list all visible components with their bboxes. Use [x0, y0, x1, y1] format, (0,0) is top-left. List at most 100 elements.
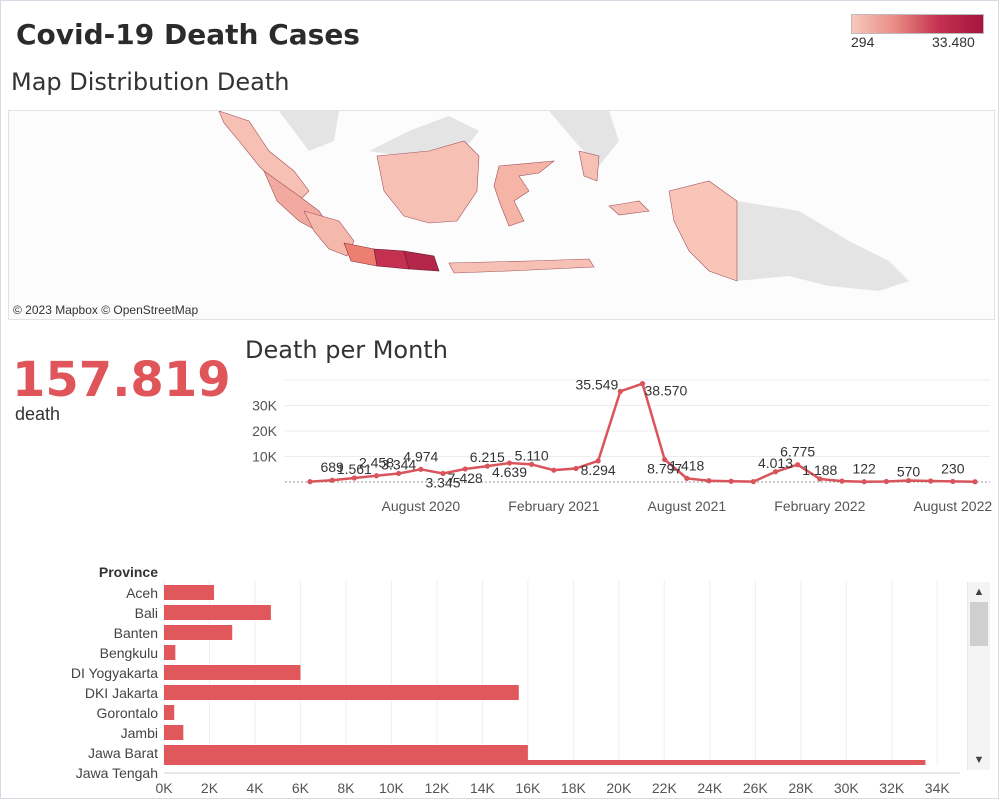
data-point: [440, 470, 446, 477]
data-label: 689: [320, 459, 344, 475]
x-tick-label: 8K: [337, 780, 355, 796]
data-point: [506, 460, 513, 466]
data-label: 35.549: [576, 376, 619, 392]
bar: [164, 685, 519, 700]
land-malaysia: [279, 111, 339, 151]
data-point: [706, 478, 712, 484]
category-label: DI Yogyakarta: [71, 665, 158, 681]
x-tick-label: February 2022: [774, 498, 865, 514]
data-label: 1.418: [669, 457, 704, 473]
bar: [164, 725, 184, 740]
data-label: 2.458: [359, 455, 394, 471]
data-point: [462, 466, 468, 472]
color-legend: [851, 14, 984, 34]
data-label: 5.110: [515, 447, 549, 463]
category-label: Banten: [114, 625, 158, 641]
bar: [164, 705, 175, 720]
x-tick-label: 34K: [925, 780, 951, 796]
bar: [164, 645, 176, 660]
x-tick-label: 18K: [561, 780, 587, 796]
bar: [164, 585, 215, 600]
data-point: [861, 479, 867, 485]
category-label: Jambi: [121, 725, 158, 741]
land-philippines: [549, 111, 619, 166]
data-label: 7.428: [448, 470, 483, 486]
data-label: 6.775: [780, 444, 815, 460]
data-point: [750, 479, 756, 485]
y-tick-label: 10K: [252, 449, 278, 465]
total-deaths-label: death: [15, 404, 61, 424]
axis-title-province: Province: [99, 564, 158, 580]
x-tick-label: February 2021: [508, 498, 599, 514]
data-point: [617, 388, 623, 394]
scrollbar-thumb[interactable]: [970, 602, 988, 646]
x-tick-label: August 2021: [648, 498, 727, 514]
data-label: 122: [852, 461, 876, 477]
data-label: 1.188: [802, 462, 837, 478]
x-tick-label: 14K: [470, 780, 496, 796]
x-tick-label: August 2022: [914, 498, 993, 514]
data-point: [639, 381, 646, 387]
category-label: Aceh: [126, 585, 158, 601]
category-label: DKI Jakarta: [85, 685, 158, 701]
bar: [164, 665, 301, 680]
data-label: 570: [897, 464, 921, 480]
x-tick-label: 32K: [879, 780, 905, 796]
data-label: 4.013: [758, 455, 793, 471]
data-label: 1.561: [337, 461, 372, 477]
region-java-central: [373, 248, 410, 270]
land-png: [737, 201, 909, 291]
x-tick-label: 24K: [697, 780, 723, 796]
region-papua: [668, 180, 738, 282]
x-tick-label: 16K: [515, 780, 541, 796]
data-point: [307, 479, 313, 485]
x-tick-label: 4K: [246, 780, 264, 796]
region-sumatra-south: [303, 210, 355, 257]
chevron-up-icon[interactable]: ▲: [973, 586, 985, 598]
x-tick-label: 12K: [424, 780, 450, 796]
data-label: 3.344: [381, 456, 416, 472]
x-tick-label: 20K: [606, 780, 632, 796]
death-per-month-chart[interactable]: 10K 20K 30K August 2020 February 2021 August …: [240, 372, 995, 522]
data-point: [484, 463, 490, 469]
category-label: Jawa Tengah: [76, 765, 158, 781]
chevron-down-icon[interactable]: ▼: [973, 754, 985, 766]
data-point: [551, 467, 557, 473]
map-title: Map Distribution Death: [11, 68, 290, 96]
total-deaths-value: 157.819: [12, 352, 231, 408]
data-label: 6.215: [470, 449, 505, 465]
region-java-west: [343, 242, 378, 267]
x-tick-label: 22K: [652, 780, 678, 796]
region-java-east: [403, 250, 440, 272]
indonesia-map[interactable]: © 2023 Mapbox © OpenStreetMap: [8, 110, 995, 320]
data-point: [972, 479, 978, 485]
data-point: [795, 462, 801, 468]
bar: [164, 605, 271, 620]
x-tick-label: August 2020: [382, 498, 461, 514]
map-canvas[interactable]: [9, 111, 994, 319]
data-point: [883, 478, 889, 485]
data-label: 230: [941, 460, 965, 476]
data-point: [329, 477, 335, 483]
data-point: [573, 465, 579, 472]
data-point: [839, 478, 845, 484]
province-scrollbar[interactable]: ▲ ▼: [967, 582, 990, 770]
region-maluku: [578, 150, 650, 216]
region-kalimantan: [376, 140, 480, 224]
data-label: 38.570: [645, 383, 688, 399]
map-attribution[interactable]: © 2023 Mapbox © OpenStreetMap: [13, 303, 199, 317]
data-point: [595, 458, 601, 464]
data-label: 3.345: [425, 474, 460, 490]
bar: [164, 745, 528, 760]
region-nusa-tenggara: [448, 258, 595, 274]
data-point: [728, 478, 734, 484]
data-point: [396, 470, 402, 477]
category-label: Bali: [135, 605, 158, 621]
data-point: [418, 466, 424, 472]
province-bar-chart[interactable]: 0K 2K 4K 6K 8K 10K 12K 14K 16K 18K 20K 22K 24K 26K 28K…: [40, 560, 970, 799]
legend-min-label: 294: [851, 34, 875, 50]
y-tick-label: 30K: [252, 398, 278, 414]
bar: [164, 760, 926, 765]
category-label: Gorontalo: [97, 705, 159, 721]
x-tick-label: 30K: [834, 780, 860, 796]
